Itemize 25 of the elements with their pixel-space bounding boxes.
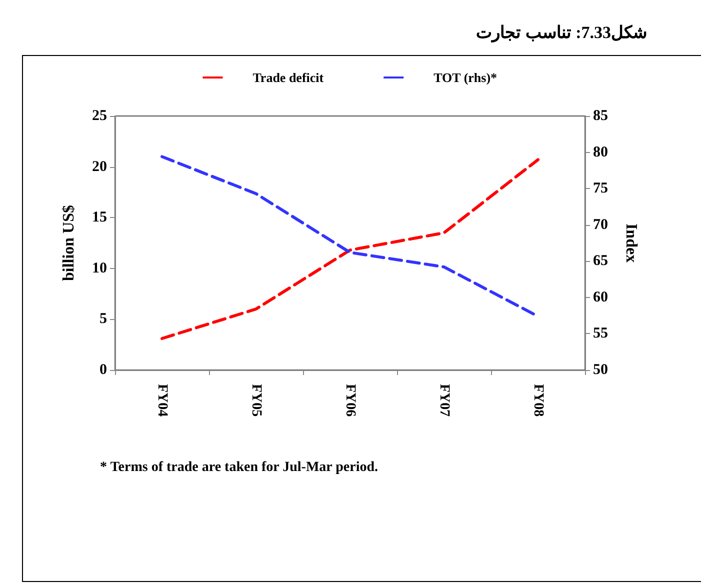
y-tick-label: 10 bbox=[92, 260, 107, 276]
y2-tick-label: 80 bbox=[593, 144, 608, 160]
x-tick-label: FY04 bbox=[154, 384, 170, 417]
y2-tick-label: 85 bbox=[593, 108, 608, 124]
text: * Terms of trade are taken for Jul-Mar period. bbox=[100, 460, 378, 476]
x-tick-label: FY06 bbox=[342, 384, 358, 417]
y2-tick-label: 65 bbox=[593, 253, 608, 270]
chart-title: شکل7.33: تناسب تجارت bbox=[476, 22, 647, 43]
y-tick-label: 25 bbox=[92, 108, 107, 124]
y2-axis-title: Index bbox=[622, 223, 640, 263]
x-tick-label: FY07 bbox=[436, 384, 452, 417]
y-tick-label: 20 bbox=[92, 158, 107, 175]
y2-tick-label: 50 bbox=[593, 362, 608, 378]
legend-label: TOT (rhs)* bbox=[434, 70, 498, 85]
y2-tick-label: 60 bbox=[593, 289, 608, 306]
x-tick-label: FY08 bbox=[530, 384, 546, 417]
y-axis-title: billion US$ bbox=[60, 204, 78, 282]
legend-label: Trade deficit bbox=[252, 70, 324, 85]
y2-tick-label: 75 bbox=[593, 180, 608, 197]
x-tick-label: FY05 bbox=[248, 384, 264, 417]
y-tick-label: 0 bbox=[100, 362, 107, 378]
y2-tick-label: 70 bbox=[593, 216, 608, 233]
y-tick-label: 5 bbox=[100, 311, 107, 328]
y-tick-label: 15 bbox=[92, 210, 107, 226]
y2-tick-label: 55 bbox=[593, 326, 608, 342]
